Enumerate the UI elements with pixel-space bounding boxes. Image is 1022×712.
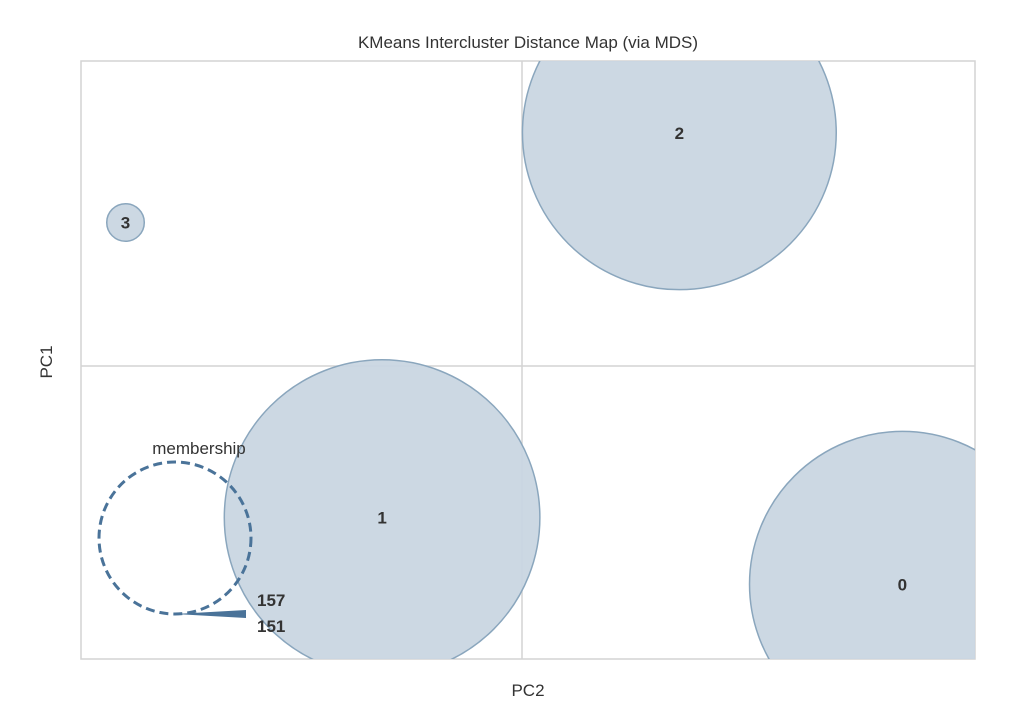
cluster-circle-1 [223, 359, 541, 659]
cluster-label-0: 0 [898, 575, 907, 594]
legend-size-wedge [175, 610, 246, 618]
x-axis-label: PC2 [511, 681, 544, 700]
membership-legend: membership 157 151 [97, 439, 285, 636]
legend-title: membership [152, 439, 246, 458]
cluster-label-2: 2 [675, 124, 684, 143]
legend-size-label-min: 151 [257, 617, 285, 636]
y-axis-label: PC1 [37, 345, 56, 378]
cluster-label-3: 3 [121, 213, 130, 232]
cluster-circle-3 [105, 202, 146, 243]
chart-title: KMeans Intercluster Distance Map (via MD… [358, 33, 698, 52]
legend-size-label-max: 157 [257, 591, 285, 610]
cluster-circle-0 [748, 430, 975, 659]
cluster-label-1: 1 [377, 509, 386, 528]
cluster-circle-2 [521, 61, 837, 291]
cluster-layer: 0 1 2 3 [105, 61, 975, 659]
